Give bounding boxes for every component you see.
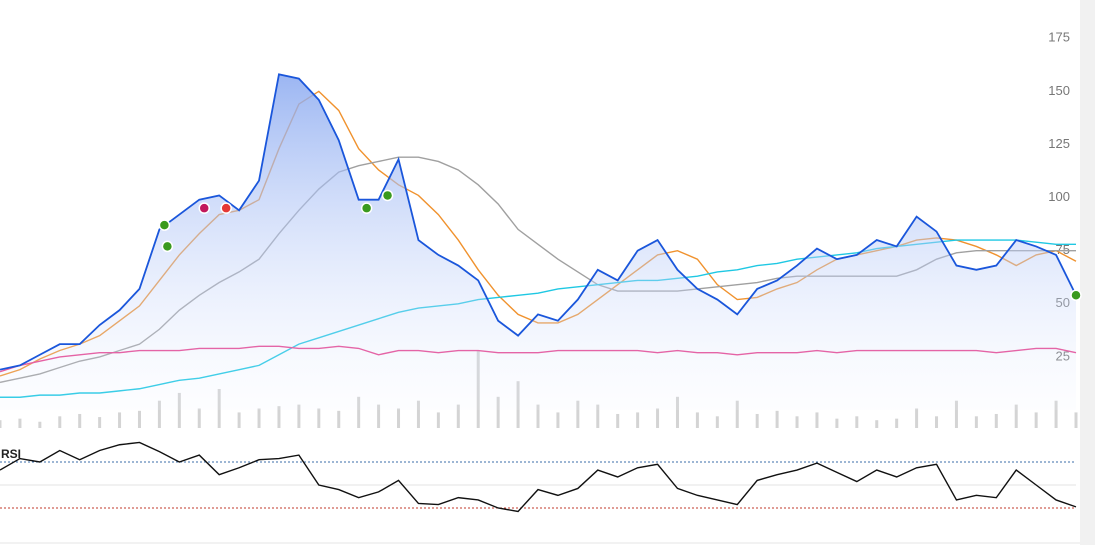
volume-bar [875,420,879,428]
volume-bar [715,416,719,428]
volume-bar [795,416,799,428]
volume-bar [994,413,998,428]
signal-marker [158,219,171,231]
signal-marker [161,240,174,253]
volume-bar [357,396,361,428]
volume-bar [177,392,181,428]
signal-marker [220,202,232,214]
volume-bar [675,396,679,428]
volume-bar [277,406,281,428]
volume-bar [496,396,500,428]
signal-marker [1070,289,1082,302]
y-tick-label: 125 [1048,136,1070,151]
volume-bar [416,400,420,428]
volume-bar [536,404,540,428]
volume-bar [197,408,201,428]
volume-bar [815,412,819,428]
y-tick-label: 150 [1048,83,1070,98]
volume-bar [257,408,261,428]
y-tick-label: 100 [1048,189,1070,204]
volume-bar [556,412,560,428]
y-tick-label: 75 [1056,242,1070,257]
volume-bar [436,412,440,428]
volume-bar [636,412,640,428]
volume-bar [616,413,620,428]
volume-bar [695,412,699,428]
volume-bar [38,421,42,428]
signal-marker [381,189,394,202]
volume-bar [137,410,141,428]
price-area [0,74,1076,411]
volume-bar [954,400,958,428]
volume-bar [775,410,779,428]
volume-bar [974,416,978,428]
volume-bar [1014,404,1018,428]
volume-bar [78,413,82,428]
volume-bar [596,404,600,428]
volume-bar [377,404,381,428]
volume-bar [915,408,919,428]
volume-bar [1034,412,1038,428]
volume-bar [157,400,161,428]
volume-bar [0,420,2,428]
volume-bar [1074,412,1078,428]
volume-bar [456,404,460,428]
rsi-label: RSI [1,447,21,461]
rsi-line [0,441,1077,513]
series-line [0,73,1077,371]
volume-bar [735,400,739,428]
volume-bar [337,410,341,428]
scrollbar [1080,0,1095,545]
volume-bar [58,416,62,428]
volume-bar [397,408,401,428]
volume-bar [935,416,939,428]
volume-bar [895,418,899,428]
volume-bar [835,418,839,428]
volume-bar [755,413,759,428]
volume-bar [18,418,22,428]
y-tick-label: 175 [1048,30,1070,45]
volume-bar [576,400,580,428]
signal-marker [198,202,210,214]
volume-bar [317,408,321,428]
volume-bar [656,408,660,428]
volume-bar [118,412,122,428]
volume-bar [98,417,102,428]
volume-bar [1054,400,1058,428]
volume-bar [855,416,859,428]
volume-bar [297,404,301,428]
signal-marker [360,202,373,214]
volume-bar [237,412,241,428]
